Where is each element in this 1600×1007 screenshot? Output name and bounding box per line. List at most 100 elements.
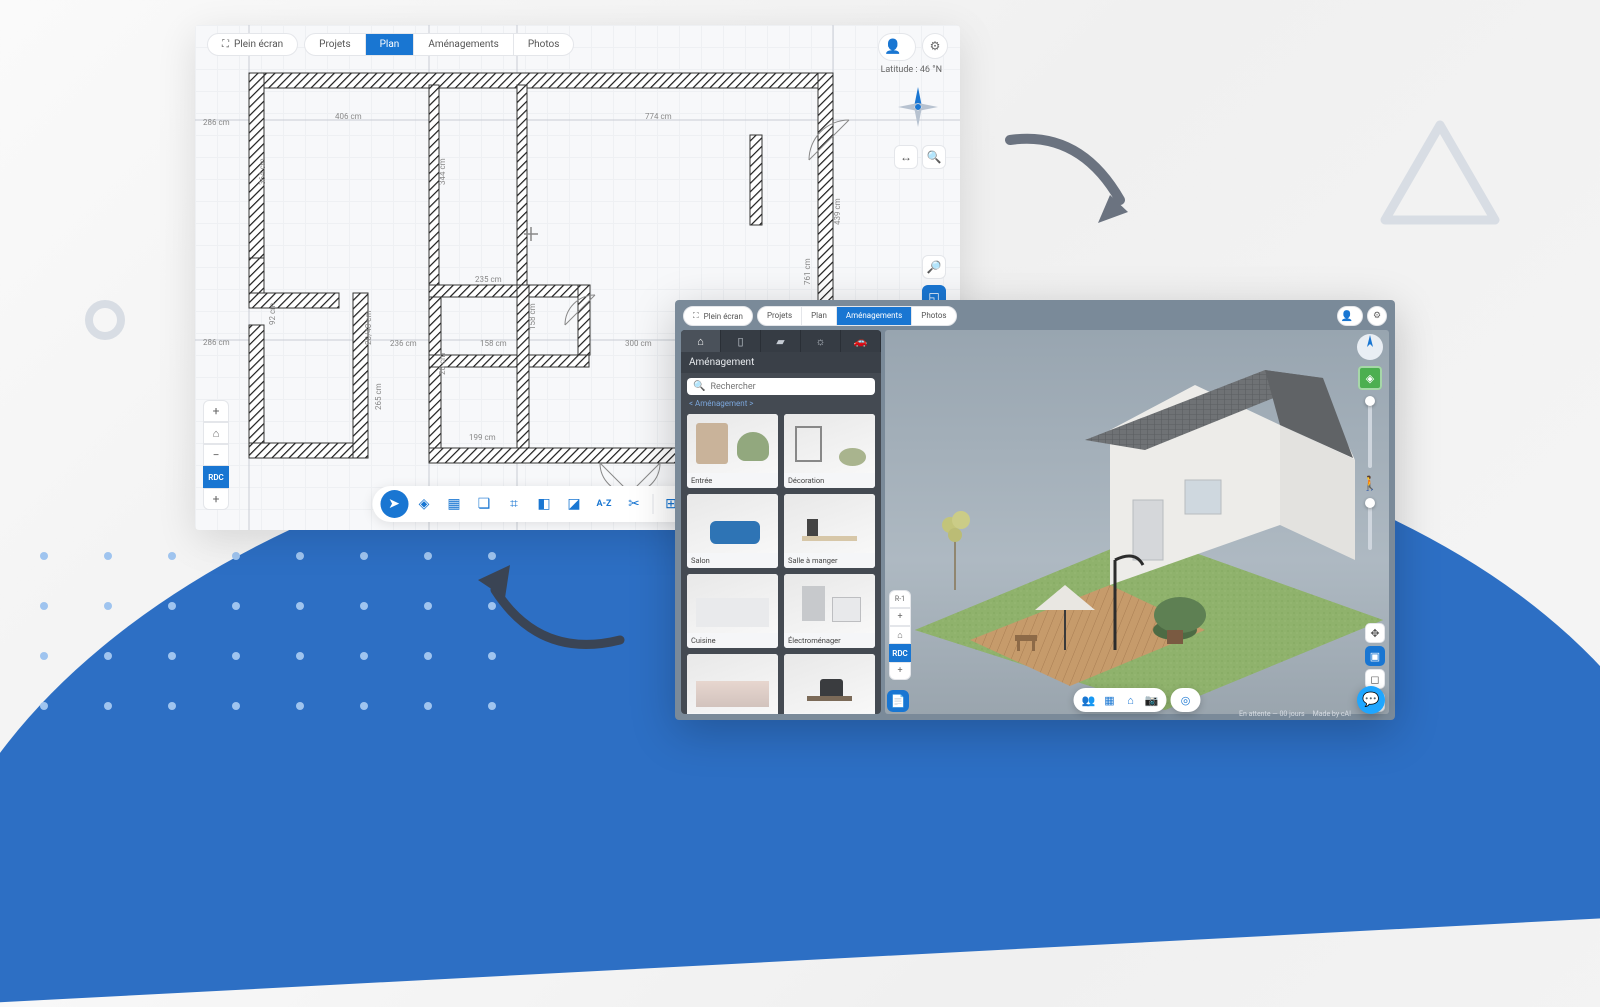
- settings-button[interactable]: ⚙: [922, 33, 948, 59]
- floor-home-button[interactable]: ⌂: [203, 422, 229, 444]
- catalog-item-cuisine[interactable]: Cuisine: [687, 574, 778, 648]
- latitude-unit: °N: [932, 65, 942, 75]
- scissors-icon: ✂: [628, 496, 640, 512]
- floor-home-button-3d[interactable]: ⌂: [889, 626, 911, 644]
- dim-label: 20 cm: [438, 353, 447, 375]
- arrow-to-3d-icon: [1000, 130, 1140, 254]
- toolbar-3d-group-b: ◎: [1171, 688, 1201, 712]
- toolbar-divider: [652, 494, 653, 514]
- floor-tag-button[interactable]: R-1: [889, 590, 911, 608]
- dim-label: 300 cm: [625, 339, 652, 348]
- dim-label: 92 cm: [268, 303, 277, 325]
- tab-photos[interactable]: Photos: [514, 34, 574, 55]
- catalog-item-salle-a-manger[interactable]: Salle à manger: [784, 494, 875, 568]
- catalog-item-bureau[interactable]: Bureau: [784, 654, 875, 714]
- person-view-icon[interactable]: 🚶: [1361, 476, 1378, 492]
- viewport-footer: En attente — 00 jours Made by cAI: [1239, 710, 1351, 718]
- pan-icon: ↔: [900, 150, 912, 164]
- catalog-item-decoration[interactable]: Décoration: [784, 414, 875, 488]
- catalog-item-chambre[interactable]: Chambre: [687, 654, 778, 714]
- dim-label: 236 cm: [390, 339, 417, 348]
- orientation-cube[interactable]: ◈: [1358, 366, 1382, 390]
- latitude-display: Latitude : 46 °N: [881, 65, 942, 75]
- settings-button-3d[interactable]: ⚙: [1367, 306, 1387, 326]
- tool-navigate[interactable]: ➤: [380, 490, 408, 518]
- floor-current[interactable]: RDC: [203, 466, 229, 488]
- tab-amenagements[interactable]: Aménagements: [414, 34, 514, 55]
- catalog-tab-roof[interactable]: ▰: [761, 330, 801, 352]
- tool-label[interactable]: A-Z: [590, 490, 618, 518]
- tool-3d-wire[interactable]: ⌗: [500, 490, 528, 518]
- floor-down-button[interactable]: −: [203, 444, 229, 466]
- dim-label: 20/40 cm: [364, 311, 373, 345]
- compass-icon[interactable]: [896, 85, 940, 129]
- tab-plan[interactable]: Plan: [366, 34, 415, 55]
- tab-plan-3d[interactable]: Plan: [802, 307, 837, 325]
- catalog-item-entree[interactable]: Entrée: [687, 414, 778, 488]
- zoom-out-button[interactable]: 🔎: [922, 255, 946, 279]
- floor-add-button-3d[interactable]: +: [889, 662, 911, 680]
- catalog-tab-car[interactable]: 🚗: [841, 330, 881, 352]
- fullscreen-button[interactable]: ⛶ Plein écran: [207, 33, 298, 56]
- floor-up-button-3d[interactable]: +: [889, 608, 911, 626]
- catalog-search-input[interactable]: [710, 382, 869, 392]
- select-button[interactable]: ▣: [1365, 646, 1385, 666]
- mini-compass-icon[interactable]: [1355, 332, 1385, 362]
- floor-current-3d[interactable]: RDC: [889, 644, 911, 662]
- fullscreen-button-3d[interactable]: ⛶ Plein écran: [683, 306, 753, 326]
- footer-status: En attente — 00 jours: [1239, 710, 1305, 718]
- catalog-search[interactable]: 🔍: [687, 378, 875, 395]
- background-dot-grid: [40, 552, 496, 710]
- catalog-item-electromenager[interactable]: Électroménager: [784, 574, 875, 648]
- tool-roof-3d[interactable]: ⌂: [1121, 690, 1141, 710]
- catalog-item-salon[interactable]: Salon: [687, 494, 778, 568]
- dim-label: 439 cm: [833, 198, 842, 225]
- camera-height-slider[interactable]: [1368, 398, 1372, 468]
- tab-amenagements-3d[interactable]: Aménagements: [837, 307, 912, 325]
- dim-label: 364 cm: [258, 158, 267, 185]
- background-triangle-icon: [1380, 120, 1500, 230]
- pan-button[interactable]: ↔: [894, 145, 918, 169]
- tool-cube[interactable]: ◧: [530, 490, 558, 518]
- catalog-item-label: Chambre: [687, 713, 778, 714]
- tab-projects[interactable]: Projets: [305, 34, 365, 55]
- gear-icon: ⚙: [1373, 311, 1381, 321]
- tool-stack[interactable]: ❏: [470, 490, 498, 518]
- document-button[interactable]: 📄: [887, 690, 909, 712]
- catalog-breadcrumb[interactable]: < Aménagement >: [681, 395, 881, 410]
- floor-add-button[interactable]: +: [203, 488, 229, 510]
- catalog-tab-wall[interactable]: ▯: [721, 330, 761, 352]
- tool-cut[interactable]: ✂: [620, 490, 648, 518]
- background-ring-icon: [85, 300, 125, 340]
- tool-camera-3d[interactable]: 📷: [1142, 690, 1162, 710]
- tab-projects-3d[interactable]: Projets: [758, 307, 802, 325]
- chat-button[interactable]: 💬: [1357, 686, 1385, 714]
- snap-button[interactable]: ✥: [1365, 623, 1385, 643]
- tool-target-3d[interactable]: ◎: [1176, 690, 1196, 710]
- avatar-button-3d[interactable]: 👤: [1337, 306, 1363, 326]
- label-icon: A-Z: [596, 499, 611, 509]
- dim-label: 265 cm: [374, 383, 383, 410]
- catalog-grid: Entrée Décoration Salon Salle à manger C…: [681, 410, 881, 714]
- zoom-in-button[interactable]: 🔍: [922, 145, 946, 169]
- dim-label: 158 cm: [480, 339, 507, 348]
- tool-people-3d[interactable]: 👥: [1079, 690, 1099, 710]
- tool-grid[interactable]: ▦: [440, 490, 468, 518]
- dim-label: 761 cm: [803, 258, 812, 285]
- catalog-item-label: Électroménager: [784, 633, 875, 648]
- catalog-tab-home[interactable]: ⌂: [681, 330, 721, 352]
- wire-icon: ⌗: [510, 496, 518, 512]
- tab-photos-3d[interactable]: Photos: [912, 307, 955, 325]
- dim-label: 774 cm: [645, 112, 672, 121]
- floor-up-button[interactable]: +: [203, 400, 229, 422]
- dim-label: 286 cm: [203, 118, 230, 127]
- tool-eraser[interactable]: ◪: [560, 490, 588, 518]
- camera-zoom-slider[interactable]: [1368, 500, 1372, 550]
- viewport-3d[interactable]: ◈ 🚶 ✥ ▣ ◻ ⋯: [885, 330, 1389, 714]
- layers-icon: ◈: [419, 496, 430, 512]
- grid-icon: ▦: [447, 496, 460, 512]
- catalog-tab-lamp[interactable]: ☼: [801, 330, 841, 352]
- tool-layers[interactable]: ◈: [410, 490, 438, 518]
- tool-grid-3d[interactable]: ▦: [1100, 690, 1120, 710]
- avatar-button[interactable]: 👤: [878, 33, 916, 61]
